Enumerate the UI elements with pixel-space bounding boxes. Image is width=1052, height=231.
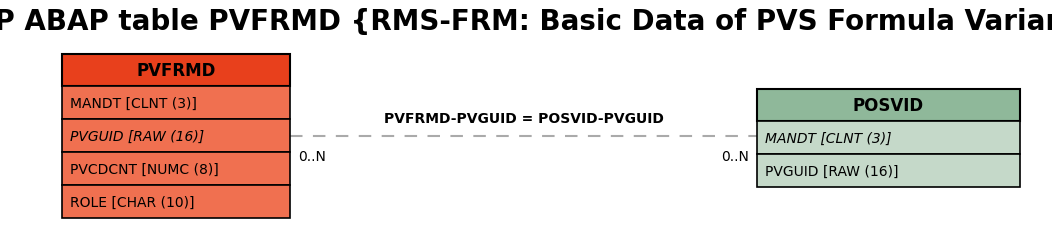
Text: ROLE [CHAR (10)]: ROLE [CHAR (10)] (70, 195, 195, 209)
Bar (62, 152, 290, 185)
Bar (62, 55, 290, 87)
Text: PVGUID [RAW (16)]: PVGUID [RAW (16)] (765, 164, 898, 178)
Bar (757, 154, 1020, 187)
Bar (62, 87, 290, 119)
Bar (62, 119, 290, 152)
Text: PVFRMD: PVFRMD (137, 62, 216, 80)
Text: POSVID: POSVID (853, 97, 924, 115)
Text: MANDT [CLNT (3)]: MANDT [CLNT (3)] (765, 131, 891, 145)
Text: MANDT [CLNT (3)]: MANDT [CLNT (3)] (70, 96, 197, 110)
Bar (757, 90, 1020, 122)
Text: PVGUID [RAW (16)]: PVGUID [RAW (16)] (70, 129, 204, 143)
Bar (757, 122, 1020, 154)
Text: PVFRMD-PVGUID = POSVID-PVGUID: PVFRMD-PVGUID = POSVID-PVGUID (384, 112, 664, 126)
Text: 0..N: 0..N (298, 150, 326, 164)
Text: PVCDCNT [NUMC (8)]: PVCDCNT [NUMC (8)] (70, 162, 219, 176)
Text: SAP ABAP table PVFRMD {RMS-FRM: Basic Data of PVS Formula Variant}: SAP ABAP table PVFRMD {RMS-FRM: Basic Da… (0, 8, 1052, 36)
Bar (62, 185, 290, 218)
Text: 0..N: 0..N (721, 150, 749, 164)
